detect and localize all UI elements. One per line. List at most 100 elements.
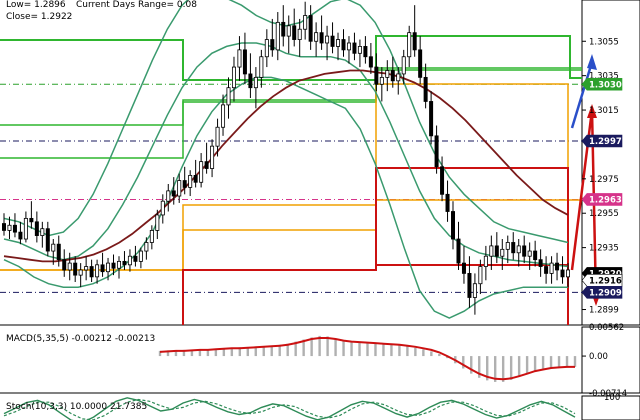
candle-body	[248, 73, 253, 89]
candle-body	[297, 28, 302, 40]
candle-body	[111, 262, 116, 269]
stoch-axis-panel	[581, 395, 640, 420]
price-tick-label: 1.2899	[589, 306, 619, 316]
candle-body	[264, 39, 269, 58]
candle-body	[336, 39, 341, 47]
candle-body	[319, 32, 324, 44]
candle-body	[379, 76, 384, 85]
candle-body	[281, 21, 286, 37]
candle-body	[461, 262, 466, 274]
channel-line	[182, 167, 569, 325]
candle-body	[440, 166, 445, 195]
candle-body	[78, 269, 83, 276]
candle-body	[122, 260, 127, 266]
candle-body	[368, 56, 373, 68]
candle-body	[500, 248, 505, 257]
candle-body	[149, 230, 154, 243]
candle-body	[418, 49, 423, 78]
macd-label: MACD(5,35,5) -0.00212 -0.00213	[6, 334, 155, 344]
candle-body	[18, 231, 23, 240]
candle-body	[56, 243, 61, 261]
stoch-main-line	[3, 397, 576, 420]
candle-body	[199, 161, 204, 183]
candle-body	[177, 180, 182, 197]
header-low: Low= 1.2896	[6, 0, 66, 10]
candle-body	[89, 266, 94, 278]
candle-body	[242, 49, 247, 75]
price-tick-label: 1.3035	[589, 72, 619, 82]
candle-body	[171, 190, 176, 197]
candle-body	[314, 32, 319, 42]
candle-body	[237, 49, 242, 68]
price-tick-label: 1.3015	[589, 106, 619, 116]
candle-body	[434, 135, 439, 168]
candle-body	[270, 39, 275, 51]
candle-body	[412, 32, 417, 51]
candle-body	[259, 56, 264, 78]
price-label-tag	[581, 77, 623, 91]
candle-body	[511, 242, 516, 254]
candle-body	[193, 174, 198, 183]
bollinger-upper	[3, 0, 569, 244]
candle-body	[396, 73, 401, 82]
candle-body	[472, 283, 477, 298]
candle-body	[566, 269, 571, 278]
candle-body	[226, 87, 231, 106]
candle-body	[292, 25, 297, 40]
candle-body	[34, 221, 39, 236]
candle-body	[467, 273, 472, 298]
candle-body	[127, 255, 132, 266]
forecast-blue-line	[570, 61, 594, 129]
candle-body	[560, 269, 565, 278]
price-pane: 1.3055 1.3035 1.3015 1.2975 1.2955 1.2935 1.28…	[0, 0, 640, 326]
candle-body	[215, 126, 220, 147]
candle-body	[210, 145, 215, 169]
candle-body	[516, 245, 521, 254]
candle-body	[363, 46, 368, 58]
candle-body	[325, 35, 330, 44]
candle-body	[100, 264, 105, 273]
candle-body	[182, 180, 187, 188]
macd-tick-label: -0.00714	[589, 389, 627, 399]
candle-body	[357, 46, 362, 54]
candle-body	[308, 15, 313, 42]
candle-body	[204, 161, 209, 169]
candle-body	[341, 39, 346, 51]
candle-body	[303, 15, 308, 30]
candle-body	[401, 56, 406, 75]
price-label-text: 1.2963	[589, 195, 622, 205]
candle-body	[51, 243, 56, 252]
candle-body	[62, 259, 67, 271]
candle-body	[385, 70, 390, 78]
candle-body	[231, 66, 236, 89]
candle-body	[155, 214, 160, 231]
candle-body	[29, 217, 34, 223]
candle-body	[12, 224, 17, 233]
candle-body	[2, 223, 7, 231]
candle-body	[166, 190, 171, 202]
price-tick-label: 1.2955	[589, 209, 619, 219]
candle-body	[522, 245, 527, 257]
candle-body	[330, 35, 335, 47]
candle-body	[374, 66, 379, 85]
macd-signal-line	[159, 337, 575, 381]
bollinger-lower	[3, 76, 568, 319]
channel-line	[0, 69, 582, 159]
price-label-tag	[581, 134, 623, 148]
macd-tick-label: 0.00562	[589, 323, 624, 333]
price-label-tag	[581, 273, 623, 287]
candle-body	[549, 262, 554, 274]
candle-body	[555, 262, 560, 271]
macd-axis-panel	[581, 326, 640, 394]
candle-body	[494, 245, 499, 257]
candle-body	[275, 21, 280, 51]
price-label-text: 1.3030	[589, 80, 622, 90]
candle-body	[144, 242, 149, 252]
price-label-tag	[581, 286, 623, 299]
candle-body	[527, 250, 532, 257]
candle-body	[160, 200, 165, 216]
candle-body	[67, 262, 72, 271]
candle-body	[95, 264, 100, 278]
candle-body	[116, 260, 121, 269]
price-tick-label: 1.3055	[589, 37, 619, 47]
